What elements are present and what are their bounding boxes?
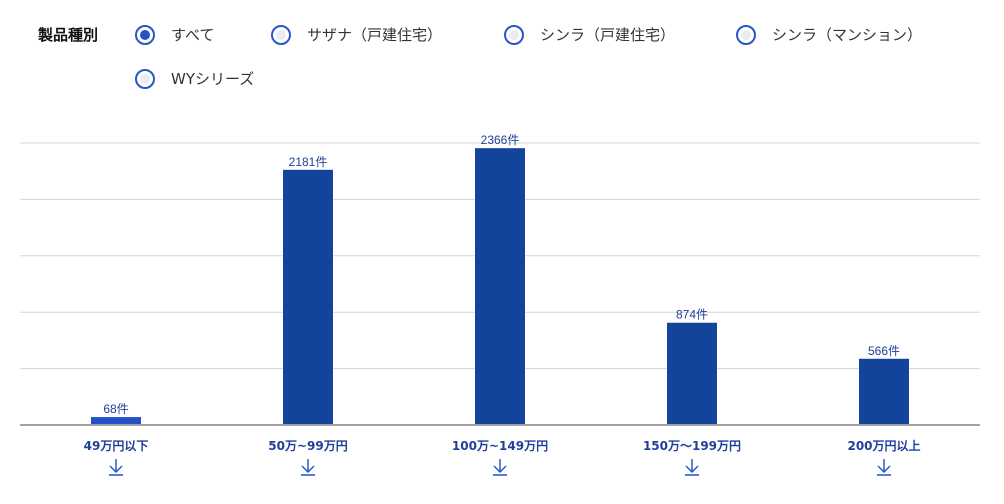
bar (475, 148, 525, 425)
radio-button[interactable] (135, 24, 155, 45)
data-label: 2181件 (289, 155, 328, 169)
radio-button[interactable] (736, 24, 756, 45)
data-label: 68件 (103, 402, 128, 416)
download-arrow-icon[interactable] (106, 458, 126, 480)
download-arrow-icon[interactable] (298, 458, 318, 480)
x-tick-label: 100万~149万円 (451, 439, 549, 453)
radio-all[interactable]: すべて (135, 24, 214, 45)
data-label: 566件 (868, 344, 900, 358)
data-label: 874件 (676, 308, 708, 322)
radio-button[interactable] (135, 68, 155, 89)
radio-button[interactable] (271, 24, 291, 45)
radio-sazana[interactable]: サザナ（戸建住宅） (271, 24, 442, 45)
radio-label: WYシリーズ (171, 70, 255, 88)
radio-shinra-house[interactable]: シンラ（戸建住宅） (504, 24, 675, 45)
download-arrow-icon[interactable] (490, 458, 510, 480)
download-arrow-icon[interactable] (682, 458, 702, 480)
bar (859, 358, 909, 425)
product-type-label: 製品種別 (38, 26, 99, 44)
download-arrow-icon[interactable] (874, 458, 894, 480)
radio-shinra-mansion[interactable]: シンラ（マンション） (736, 24, 922, 45)
x-tick-label: 200万円以上 (847, 439, 921, 453)
data-label: 2366件 (481, 133, 520, 147)
x-tick-label: 49万円以下 (83, 439, 149, 453)
radio-label: シンラ（マンション） (772, 26, 923, 44)
radio-wy-series[interactable]: WYシリーズ (135, 68, 254, 89)
radio-label: サザナ（戸建住宅） (307, 26, 443, 44)
x-tick-label: 50万~99万円 (268, 439, 348, 453)
radio-button[interactable] (504, 24, 524, 45)
radio-label: シンラ（戸建住宅） (540, 26, 676, 44)
radio-label: すべて (171, 26, 215, 44)
bar (91, 417, 141, 425)
bar (283, 169, 333, 425)
bar (667, 322, 717, 425)
x-tick-label: 150万～199万円 (642, 439, 742, 453)
